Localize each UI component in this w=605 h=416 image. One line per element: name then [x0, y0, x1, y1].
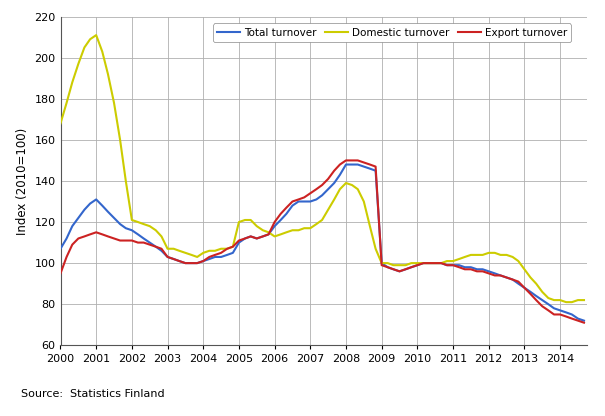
Export turnover [259, 234, 266, 239]
Domestic turnover [93, 32, 100, 37]
Domestic turnover [170, 246, 177, 251]
Export turnover [580, 320, 587, 325]
Total turnover [259, 234, 266, 239]
Y-axis label: Index (2010=100): Index (2010=100) [16, 127, 29, 235]
Export turnover [57, 271, 64, 276]
Export turnover [342, 158, 350, 163]
Total turnover [164, 255, 171, 260]
Total turnover [110, 215, 117, 220]
Export turnover [122, 238, 129, 243]
Total turnover [122, 226, 129, 231]
Domestic turnover [117, 137, 124, 142]
Total turnover [57, 246, 64, 251]
Total turnover [324, 187, 332, 192]
Export turnover [164, 255, 171, 260]
Legend: Total turnover, Domestic turnover, Export turnover: Total turnover, Domestic turnover, Expor… [213, 23, 571, 42]
Line: Export turnover: Export turnover [60, 161, 584, 323]
Domestic turnover [580, 297, 587, 302]
Domestic turnover [330, 197, 338, 202]
Line: Domestic turnover: Domestic turnover [60, 35, 584, 302]
Domestic turnover [265, 230, 272, 235]
Domestic turnover [57, 121, 64, 126]
Total turnover [342, 162, 350, 167]
Total turnover [580, 318, 587, 323]
Export turnover [110, 236, 117, 241]
Export turnover [527, 292, 534, 297]
Domestic turnover [527, 275, 534, 280]
Domestic turnover [563, 300, 570, 305]
Total turnover [527, 290, 534, 295]
Text: Source:  Statistics Finland: Source: Statistics Finland [21, 389, 165, 399]
Export turnover [324, 176, 332, 181]
Line: Total turnover: Total turnover [60, 164, 584, 321]
Domestic turnover [128, 218, 136, 223]
